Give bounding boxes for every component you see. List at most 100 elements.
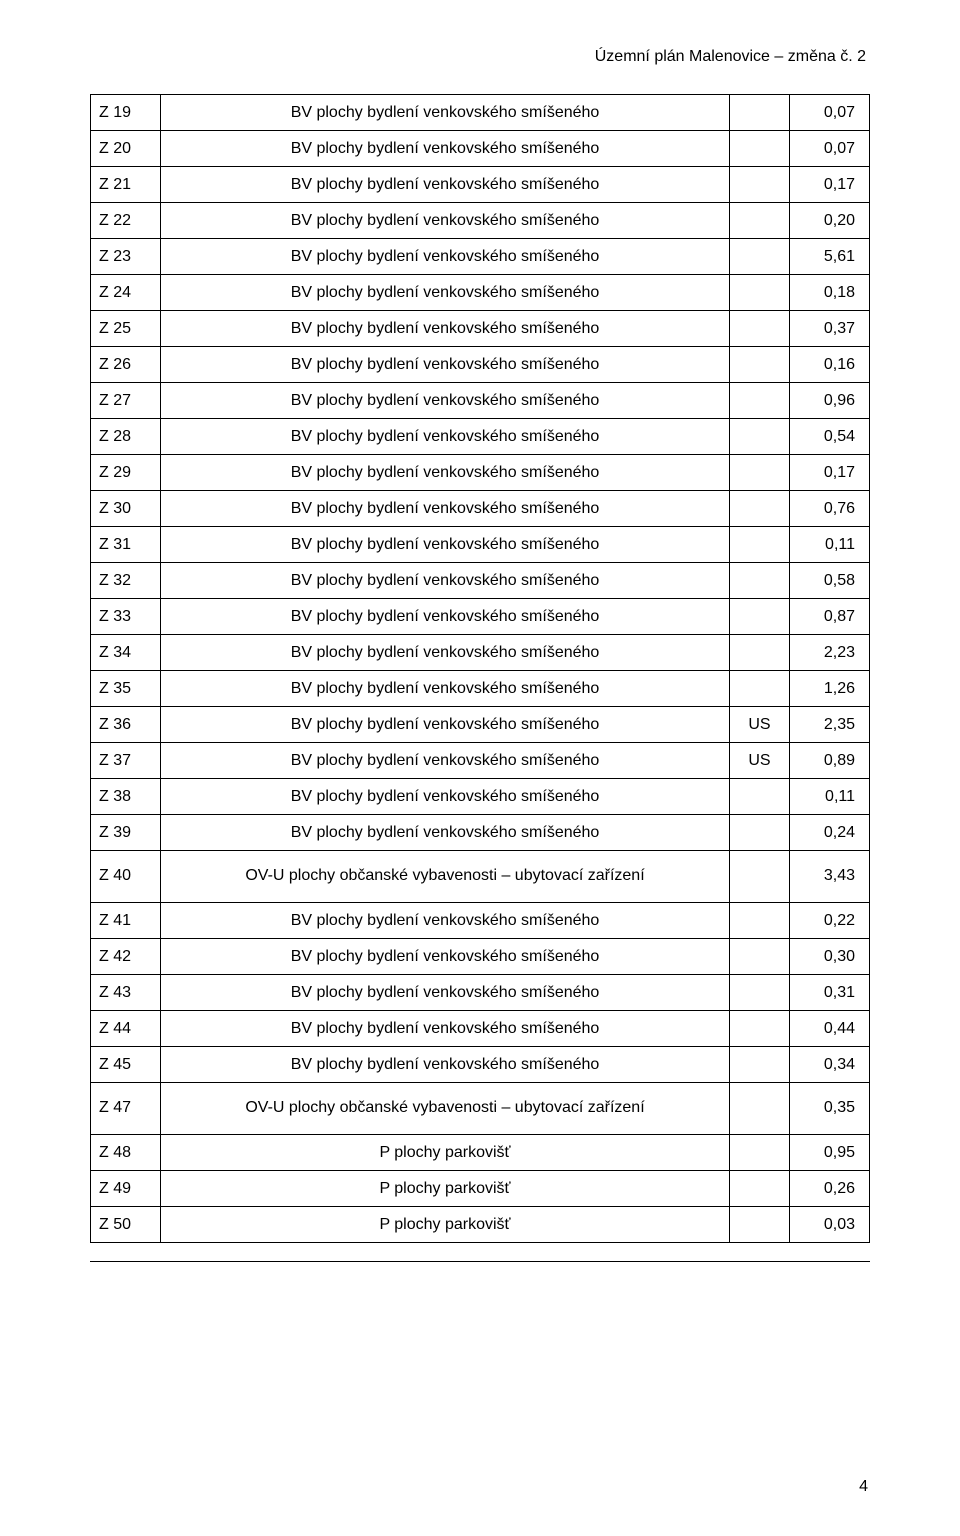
cell-description: BV plochy bydlení venkovského smíšeného [161,239,730,275]
footer-divider [90,1261,870,1262]
cell-value: 0,31 [790,975,870,1011]
cell-us [730,903,790,939]
cell-value: 2,23 [790,635,870,671]
table-row: Z 31BV plochy bydlení venkovského smíšen… [91,527,870,563]
cell-value: 0,18 [790,275,870,311]
table-row: Z 20BV plochy bydlení venkovského smíšen… [91,131,870,167]
cell-value: 0,11 [790,527,870,563]
cell-us [730,563,790,599]
cell-code: Z 49 [91,1171,161,1207]
cell-value: 0,35 [790,1083,870,1135]
cell-code: Z 42 [91,939,161,975]
cell-code: Z 23 [91,239,161,275]
cell-value: 0,26 [790,1171,870,1207]
table-row: Z 48P plochy parkovišť0,95 [91,1135,870,1171]
cell-description: OV-U plochy občanské vybavenosti – ubyto… [161,851,730,903]
cell-description: BV plochy bydlení venkovského smíšeného [161,491,730,527]
table-row: Z 44BV plochy bydlení venkovského smíšen… [91,1011,870,1047]
cell-us [730,1207,790,1243]
table-row: Z 26BV plochy bydlení venkovského smíšen… [91,347,870,383]
cell-us [730,1083,790,1135]
cell-code: Z 30 [91,491,161,527]
cell-us [730,527,790,563]
table-row: Z 35BV plochy bydlení venkovského smíšen… [91,671,870,707]
cell-code: Z 29 [91,455,161,491]
cell-value: 0,76 [790,491,870,527]
cell-description: BV plochy bydlení venkovského smíšeného [161,707,730,743]
cell-code: Z 25 [91,311,161,347]
cell-code: Z 22 [91,203,161,239]
cell-description: BV plochy bydlení venkovského smíšeného [161,939,730,975]
cell-description: BV plochy bydlení venkovského smíšeného [161,347,730,383]
cell-code: Z 43 [91,975,161,1011]
cell-value: 0,11 [790,779,870,815]
cell-code: Z 20 [91,131,161,167]
cell-description: BV plochy bydlení venkovského smíšeného [161,779,730,815]
cell-code: Z 39 [91,815,161,851]
cell-code: Z 33 [91,599,161,635]
cell-us [730,95,790,131]
cell-value: 0,37 [790,311,870,347]
cell-description: P plochy parkovišť [161,1135,730,1171]
cell-us [730,599,790,635]
cell-value: 0,17 [790,167,870,203]
table-row: Z 37BV plochy bydlení venkovského smíšen… [91,743,870,779]
cell-description: BV plochy bydlení venkovského smíšeného [161,419,730,455]
table-row: Z 29BV plochy bydlení venkovského smíšen… [91,455,870,491]
cell-us [730,131,790,167]
cell-value: 0,24 [790,815,870,851]
cell-value: 0,95 [790,1135,870,1171]
cell-description: BV plochy bydlení venkovského smíšeného [161,167,730,203]
table-row: Z 36BV plochy bydlení venkovského smíšen… [91,707,870,743]
cell-code: Z 44 [91,1011,161,1047]
cell-code: Z 24 [91,275,161,311]
cell-description: BV plochy bydlení venkovského smíšeného [161,311,730,347]
cell-value: 0,03 [790,1207,870,1243]
table-row: Z 27BV plochy bydlení venkovského smíšen… [91,383,870,419]
cell-us [730,239,790,275]
cell-code: Z 36 [91,707,161,743]
cell-code: Z 19 [91,95,161,131]
cell-value: 1,26 [790,671,870,707]
page-header-title: Územní plán Malenovice – změna č. 2 [90,48,870,66]
cell-description: BV plochy bydlení venkovského smíšeného [161,95,730,131]
cell-code: Z 50 [91,1207,161,1243]
cell-us [730,1047,790,1083]
table-row: Z 47OV-U plochy občanské vybavenosti – u… [91,1083,870,1135]
cell-us [730,383,790,419]
cell-code: Z 34 [91,635,161,671]
table-row: Z 41BV plochy bydlení venkovského smíšen… [91,903,870,939]
cell-description: BV plochy bydlení venkovského smíšeného [161,1047,730,1083]
main-table: Z 19BV plochy bydlení venkovského smíšen… [90,94,870,1243]
cell-us [730,167,790,203]
cell-description: BV plochy bydlení venkovského smíšeného [161,131,730,167]
cell-code: Z 26 [91,347,161,383]
cell-us [730,311,790,347]
table-row: Z 23BV plochy bydlení venkovského smíšen… [91,239,870,275]
table-row: Z 49P plochy parkovišť 0,26 [91,1171,870,1207]
table-row: Z 43BV plochy bydlení venkovského smíšen… [91,975,870,1011]
cell-us [730,419,790,455]
cell-code: Z 35 [91,671,161,707]
cell-value: 2,35 [790,707,870,743]
table-row: Z 33BV plochy bydlení venkovského smíšen… [91,599,870,635]
cell-code: Z 32 [91,563,161,599]
cell-description: BV plochy bydlení venkovského smíšeného [161,975,730,1011]
cell-value: 0,17 [790,455,870,491]
table-row: Z 38BV plochy bydlení venkovského smíšen… [91,779,870,815]
cell-description: BV plochy bydlení venkovského smíšeného [161,563,730,599]
cell-code: Z 38 [91,779,161,815]
cell-code: Z 27 [91,383,161,419]
cell-value: 0,07 [790,131,870,167]
cell-us: US [730,707,790,743]
cell-code: Z 37 [91,743,161,779]
table-row: Z 39BV plochy bydlení venkovského smíšen… [91,815,870,851]
cell-description: P plochy parkovišť [161,1171,730,1207]
cell-value: 5,61 [790,239,870,275]
cell-description: BV plochy bydlení venkovského smíšeného [161,275,730,311]
cell-us [730,851,790,903]
cell-description: BV plochy bydlení venkovského smíšeného [161,671,730,707]
table-row: Z 24BV plochy bydlení venkovského smíšen… [91,275,870,311]
cell-code: Z 21 [91,167,161,203]
cell-us [730,347,790,383]
